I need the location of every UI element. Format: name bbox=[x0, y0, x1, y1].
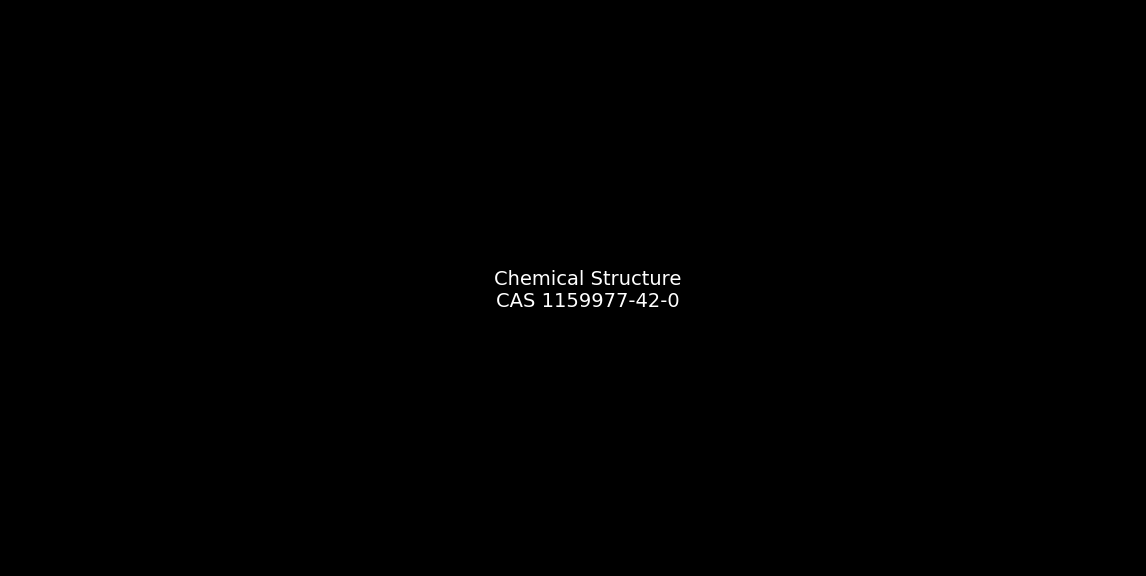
Text: Chemical Structure
CAS 1159977-42-0: Chemical Structure CAS 1159977-42-0 bbox=[494, 270, 681, 312]
